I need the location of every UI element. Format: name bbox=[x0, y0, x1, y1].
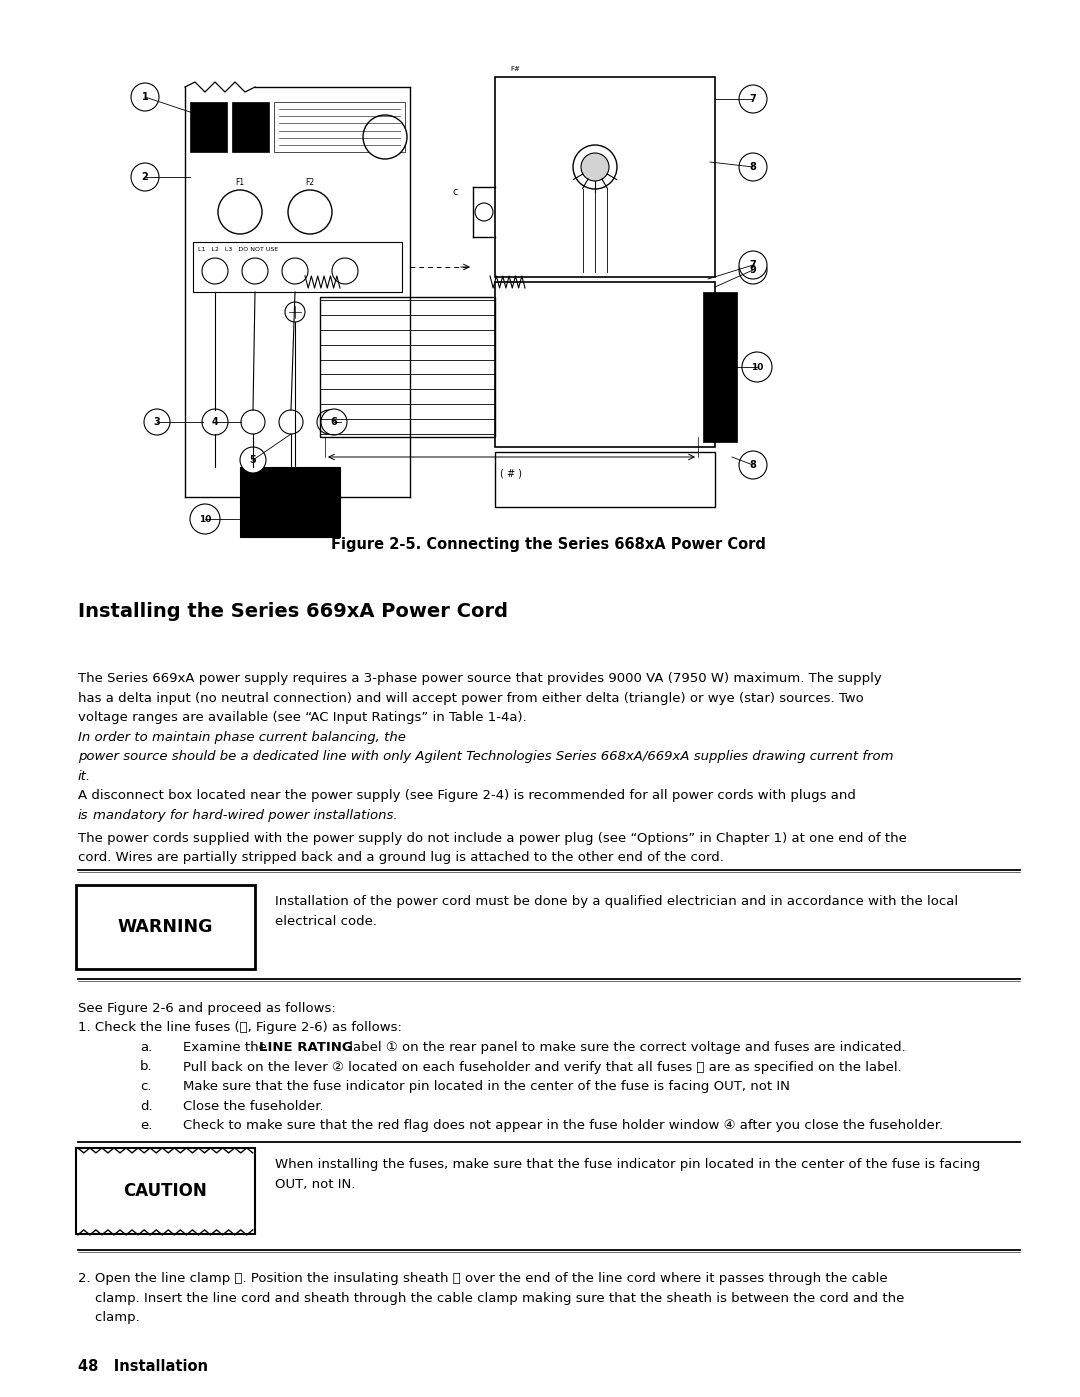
Text: 6: 6 bbox=[330, 416, 337, 427]
Circle shape bbox=[332, 258, 357, 284]
Text: Installing the Series 669xA Power Cord: Installing the Series 669xA Power Cord bbox=[78, 602, 508, 622]
FancyBboxPatch shape bbox=[193, 242, 402, 292]
Text: 9: 9 bbox=[750, 265, 756, 275]
Text: WARNING: WARNING bbox=[118, 918, 213, 936]
Text: F#: F# bbox=[510, 66, 519, 73]
Text: ( # ): ( # ) bbox=[500, 469, 523, 479]
Text: clamp. Insert the line cord and sheath through the cable clamp making sure that : clamp. Insert the line cord and sheath t… bbox=[78, 1292, 904, 1305]
Text: a.: a. bbox=[139, 1041, 152, 1053]
Text: 5: 5 bbox=[249, 455, 256, 465]
FancyBboxPatch shape bbox=[495, 77, 715, 277]
Text: Installation of the power cord must be done by a qualified electrician and in ac: Installation of the power cord must be d… bbox=[274, 895, 958, 908]
Circle shape bbox=[739, 85, 767, 113]
Circle shape bbox=[573, 145, 617, 189]
Text: power source should be a dedicated line with only Agilent Technologies Series 66: power source should be a dedicated line … bbox=[78, 750, 893, 763]
Text: Close the fuseholder.: Close the fuseholder. bbox=[183, 1099, 323, 1112]
Text: voltage ranges are available (see “AC Input Ratings” in Table 1-4a).: voltage ranges are available (see “AC In… bbox=[78, 711, 527, 724]
FancyBboxPatch shape bbox=[190, 102, 227, 152]
Circle shape bbox=[242, 258, 268, 284]
Text: mandatory for hard-wired power installations.: mandatory for hard-wired power installat… bbox=[93, 809, 397, 821]
Text: A disconnect box located near the power supply (see Figure 2-4) is recommended f: A disconnect box located near the power … bbox=[78, 789, 855, 802]
Text: it.: it. bbox=[78, 770, 91, 782]
Text: 2. Open the line clamp Ⓢ. Position the insulating sheath Ⓣ over the end of the l: 2. Open the line clamp Ⓢ. Position the i… bbox=[78, 1273, 888, 1285]
Text: L1   L2   L3   DO NOT USE: L1 L2 L3 DO NOT USE bbox=[198, 247, 279, 251]
Circle shape bbox=[739, 256, 767, 284]
Circle shape bbox=[241, 409, 265, 434]
Text: The Series 669xA power supply requires a 3-phase power source that provides 9000: The Series 669xA power supply requires a… bbox=[78, 672, 881, 685]
Circle shape bbox=[131, 82, 159, 110]
Text: d.: d. bbox=[139, 1099, 152, 1112]
Text: clamp.: clamp. bbox=[78, 1312, 139, 1324]
Text: electrical code.: electrical code. bbox=[274, 915, 377, 928]
Text: When installing the fuses, make sure that the fuse indicator pin located in the : When installing the fuses, make sure tha… bbox=[274, 1158, 981, 1172]
Text: In order to maintain phase current balancing, the: In order to maintain phase current balan… bbox=[78, 731, 406, 743]
Text: 2: 2 bbox=[141, 172, 148, 182]
Text: e.: e. bbox=[139, 1119, 152, 1132]
Text: F1: F1 bbox=[235, 177, 244, 187]
Text: 10: 10 bbox=[199, 514, 212, 524]
Text: CAUTION: CAUTION bbox=[123, 1182, 207, 1200]
FancyBboxPatch shape bbox=[76, 886, 255, 970]
Text: 3: 3 bbox=[153, 416, 160, 427]
Circle shape bbox=[279, 409, 303, 434]
Circle shape bbox=[363, 115, 407, 159]
FancyBboxPatch shape bbox=[76, 1148, 255, 1235]
Text: 1: 1 bbox=[141, 92, 148, 102]
Text: has a delta input (no neutral connection) and will accept power from either delt: has a delta input (no neutral connection… bbox=[78, 692, 864, 704]
Text: cord. Wires are partially stripped back and a ground lug is attached to the othe: cord. Wires are partially stripped back … bbox=[78, 851, 724, 865]
Text: b.: b. bbox=[139, 1060, 152, 1073]
Text: label ① on the rear panel to make sure the correct voltage and fuses are indicat: label ① on the rear panel to make sure t… bbox=[345, 1041, 905, 1053]
Text: 1. Check the line fuses (Ⓢ, Figure 2-6) as follows:: 1. Check the line fuses (Ⓢ, Figure 2-6) … bbox=[78, 1021, 402, 1035]
FancyBboxPatch shape bbox=[495, 453, 715, 507]
Circle shape bbox=[131, 163, 159, 191]
Circle shape bbox=[742, 352, 772, 381]
Circle shape bbox=[318, 409, 341, 434]
Text: 48   Installation: 48 Installation bbox=[78, 1359, 207, 1375]
Text: Pull back on the lever ② located on each fuseholder and verify that all fuses Ⓢ : Pull back on the lever ② located on each… bbox=[183, 1060, 902, 1073]
Circle shape bbox=[581, 154, 609, 182]
Circle shape bbox=[739, 251, 767, 279]
Circle shape bbox=[321, 409, 347, 434]
Circle shape bbox=[202, 409, 228, 434]
Text: c.: c. bbox=[139, 1080, 151, 1092]
Circle shape bbox=[203, 409, 227, 434]
FancyBboxPatch shape bbox=[274, 102, 405, 152]
FancyBboxPatch shape bbox=[495, 282, 715, 447]
Text: 7: 7 bbox=[750, 94, 756, 103]
Text: LINE RATING: LINE RATING bbox=[259, 1041, 352, 1053]
Text: The power cords supplied with the power supply do not include a power plug (see : The power cords supplied with the power … bbox=[78, 831, 906, 845]
Text: Check to make sure that the red flag does not appear in the fuse holder window ④: Check to make sure that the red flag doe… bbox=[183, 1119, 943, 1132]
Text: 4: 4 bbox=[212, 416, 218, 427]
FancyBboxPatch shape bbox=[232, 102, 269, 152]
FancyBboxPatch shape bbox=[240, 467, 340, 536]
Circle shape bbox=[739, 154, 767, 182]
Text: 8: 8 bbox=[750, 460, 756, 469]
FancyBboxPatch shape bbox=[703, 292, 737, 441]
Text: c: c bbox=[453, 187, 458, 197]
Text: See Figure 2-6 and proceed as follows:: See Figure 2-6 and proceed as follows: bbox=[78, 1002, 336, 1016]
Circle shape bbox=[288, 190, 332, 235]
Text: Examine the: Examine the bbox=[183, 1041, 271, 1053]
Text: Make sure that the fuse indicator pin located in the center of the fuse is facin: Make sure that the fuse indicator pin lo… bbox=[183, 1080, 789, 1092]
Text: F2: F2 bbox=[306, 177, 314, 187]
Text: OUT, not IN.: OUT, not IN. bbox=[274, 1178, 355, 1190]
Circle shape bbox=[475, 203, 492, 221]
Text: Figure 2-5. Connecting the Series 668xA Power Cord: Figure 2-5. Connecting the Series 668xA … bbox=[332, 536, 766, 552]
Circle shape bbox=[739, 451, 767, 479]
Circle shape bbox=[190, 504, 220, 534]
Text: 8: 8 bbox=[750, 162, 756, 172]
Circle shape bbox=[202, 258, 228, 284]
Circle shape bbox=[144, 409, 170, 434]
Circle shape bbox=[240, 447, 266, 474]
Circle shape bbox=[218, 190, 262, 235]
Text: 10: 10 bbox=[751, 362, 764, 372]
Circle shape bbox=[285, 302, 305, 321]
Text: 7: 7 bbox=[750, 260, 756, 270]
Text: is: is bbox=[78, 809, 89, 821]
Circle shape bbox=[282, 258, 308, 284]
